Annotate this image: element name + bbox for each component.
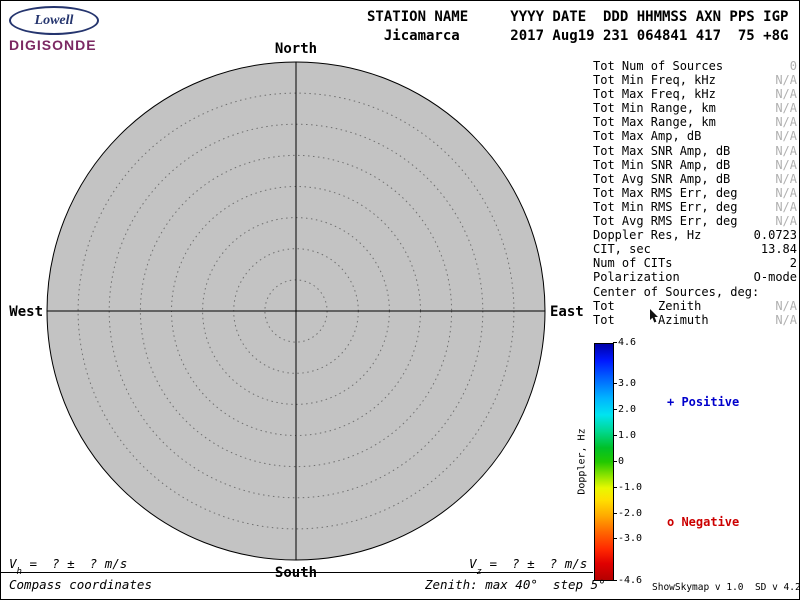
coordinates-note: Compass coordinates (9, 577, 152, 592)
param-label: Tot Avg RMS Err, deg (593, 214, 738, 229)
param-row: CIT, sec 13.84 (593, 242, 797, 256)
vh-readout: Vh = ? ± ? m/s (9, 556, 128, 577)
param-label: Doppler Res, Hz (593, 228, 702, 243)
positive-legend: + Positive (667, 395, 740, 409)
header-column-labels: STATION NAME YYYY DATE DDD HHMMSS AXN PP… (367, 9, 789, 25)
param-value: N/A (775, 312, 797, 327)
param-value: N/A (775, 185, 797, 200)
vh-value: = ? ± ? m/s (21, 556, 128, 571)
param-value: N/A (775, 199, 797, 214)
doppler-colorbar (594, 343, 614, 581)
param-label: Tot Zenith (593, 298, 702, 313)
colorbar-tick: 2.0 (612, 404, 637, 415)
param-label: Tot Max Amp, dB (593, 129, 702, 144)
colorbar-tick: -3.0 (612, 533, 643, 544)
param-value: N/A (775, 143, 797, 158)
vz-symbol: V (469, 556, 477, 571)
mouse-cursor-icon (650, 309, 658, 323)
param-value: N/A (775, 129, 797, 144)
param-value: 2 (789, 256, 797, 271)
param-label: Tot Max Freq, kHz (593, 87, 716, 102)
compass-label-north: North (274, 41, 318, 57)
header-block: STATION NAME YYYY DATE DDD HHMMSS AXN PP… (367, 8, 788, 46)
param-value: N/A (775, 73, 797, 88)
zenith-range-note: Zenith: max 40° step 5° (425, 577, 606, 592)
param-value: N/A (775, 298, 797, 313)
param-value: O-mode (753, 270, 797, 285)
param-label: Tot Num of Sources (593, 59, 724, 73)
colorbar-axis-label: Doppler, Hz (576, 428, 588, 495)
vh-subscript: h (16, 566, 22, 577)
skymap-svg (46, 61, 546, 561)
compass-label-west: West (9, 304, 43, 320)
param-row: Doppler Res, Hz 0.0723 (593, 228, 797, 242)
param-row: Tot Avg SNR Amp, dB N/A (593, 172, 797, 186)
param-value: N/A (775, 157, 797, 172)
colorbar-tick: -1.0 (612, 482, 643, 493)
param-row: Tot Min RMS Err, deg N/A (593, 200, 797, 214)
param-row: Tot Max Range, km N/A (593, 115, 797, 129)
param-label: Tot Avg SNR Amp, dB (593, 171, 731, 186)
param-label: Tot Min Range, km (593, 101, 716, 116)
digisonde-wordmark: DIGISONDE (9, 37, 97, 53)
version-label: ShowSkymap v 1.0 SD v 4.2 (652, 582, 800, 593)
param-value: 0 (789, 59, 797, 73)
param-label: Num of CITs (593, 256, 673, 271)
compass-label-south: South (274, 565, 318, 581)
vh-symbol: V (9, 556, 17, 571)
colorbar-tick: -2.0 (612, 508, 643, 519)
param-label: Center of Sources, deg: (593, 284, 760, 299)
vz-value: = ? ± ? m/s (481, 556, 588, 571)
param-value: N/A (775, 115, 797, 130)
header-column-values: Jicamarca 2017 Aug19 231 064841 417 75 +… (367, 28, 789, 44)
lowell-logo-text: Lowell (34, 12, 74, 28)
param-label: Tot Azimuth (593, 312, 709, 327)
vz-readout: Vz = ? ± ? m/s (469, 556, 588, 577)
parameters-panel: Tot Num of Sources 0 Tot Min Freq, kHz N/A… (593, 59, 797, 327)
param-label: Tot Max Range, km (593, 115, 716, 130)
colorbar-tick: 1.0 (612, 430, 637, 441)
param-row: Polarization O-mode (593, 270, 797, 284)
negative-legend: o Negative (667, 515, 740, 529)
param-value: N/A (775, 87, 797, 102)
lowell-logo: Lowell DIGISONDE (9, 6, 99, 53)
param-row: Tot Max SNR Amp, dB N/A (593, 144, 797, 158)
colorbar-tick: -4.6 (612, 575, 643, 586)
colorbar-tick: 0 (612, 456, 625, 467)
vz-subscript: z (476, 566, 482, 577)
param-value: 13.84 (760, 242, 797, 257)
lowell-logo-oval: Lowell (9, 6, 99, 35)
param-value: N/A (775, 214, 797, 229)
param-label: Polarization (593, 270, 680, 285)
param-label: Tot Min SNR Amp, dB (593, 157, 731, 172)
footer-separator (1, 572, 593, 573)
param-value: N/A (775, 171, 797, 186)
param-label: Tot Max SNR Amp, dB (593, 143, 731, 158)
param-row: Tot Min Freq, kHz N/A (593, 73, 797, 87)
param-row: Tot Avg RMS Err, deg N/A (593, 214, 797, 228)
param-row: Tot Min SNR Amp, dB N/A (593, 158, 797, 172)
param-label: Tot Min Freq, kHz (593, 73, 716, 88)
colorbar-tick: 4.6 (612, 337, 637, 348)
skymap-plot (46, 61, 546, 561)
param-row: Tot Azimuth N/A (593, 313, 797, 327)
param-row: Tot Min Range, km N/A (593, 101, 797, 115)
param-row: Tot Zenith N/A (593, 299, 797, 313)
param-row: Tot Max RMS Err, deg N/A (593, 186, 797, 200)
param-row: Tot Num of Sources 0 (593, 59, 797, 73)
param-label: CIT, sec (593, 242, 651, 257)
param-row: Center of Sources, deg: (593, 285, 797, 299)
param-row: Num of CITs 2 (593, 256, 797, 270)
param-row: Tot Max Amp, dB N/A (593, 129, 797, 143)
param-value: 0.0723 (753, 228, 797, 243)
param-value: N/A (775, 101, 797, 116)
param-label: Tot Max RMS Err, deg (593, 185, 738, 200)
param-label: Tot Min RMS Err, deg (593, 199, 738, 214)
param-row: Tot Max Freq, kHz N/A (593, 87, 797, 101)
colorbar-tick: 3.0 (612, 378, 637, 389)
compass-label-east: East (550, 304, 584, 320)
